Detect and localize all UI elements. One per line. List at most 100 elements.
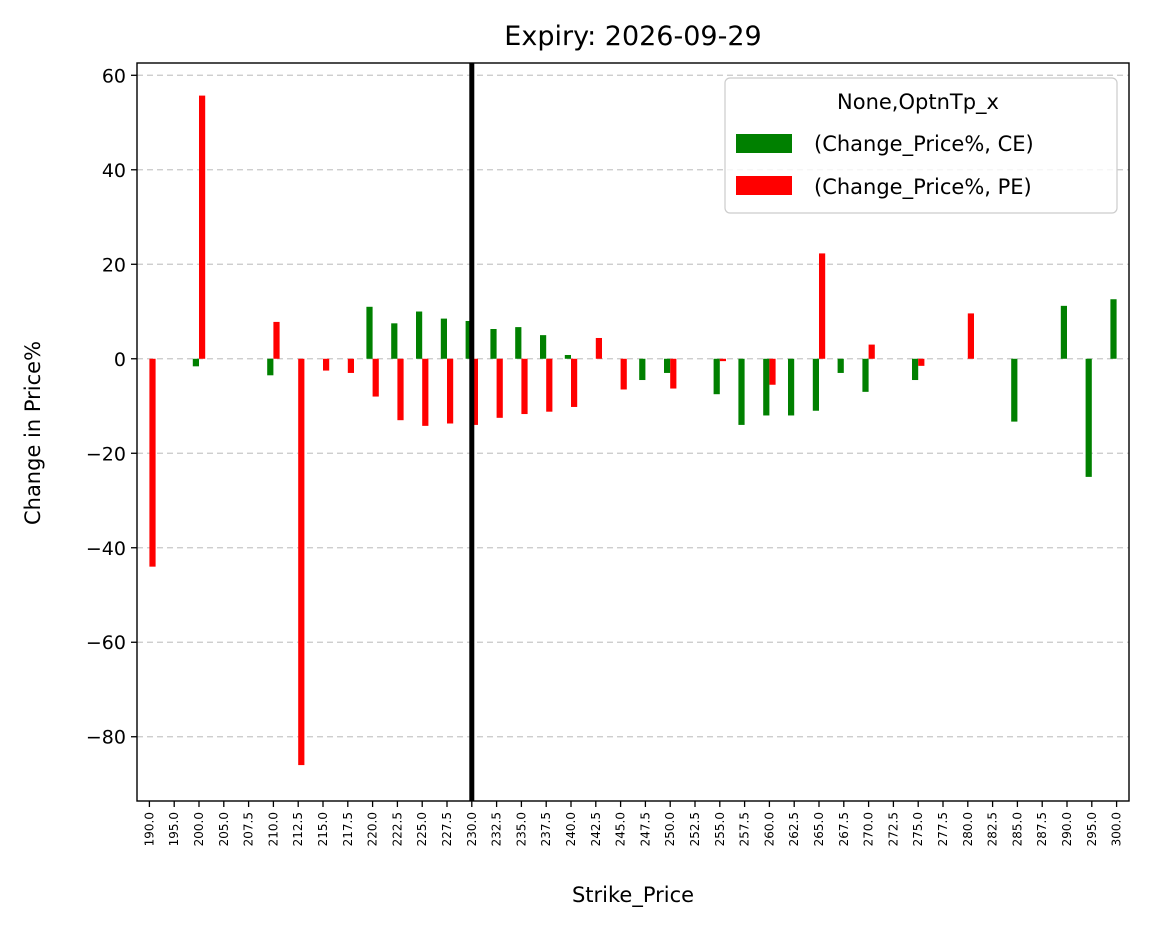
bar-pe [769, 358, 776, 385]
y-axis-label: Change in Price% [21, 341, 45, 525]
x-tick-label: 260.0 [762, 812, 776, 846]
x-tick-label: 287.5 [1035, 812, 1049, 846]
bar-pe [967, 313, 974, 359]
legend-label-ce: (Change_Price%, CE) [814, 132, 1034, 157]
x-tick-label: 200.0 [192, 812, 206, 846]
x-tick-label: 290.0 [1060, 812, 1074, 846]
bar-pe [447, 358, 454, 424]
bar-pe [719, 358, 726, 362]
x-tick-label: 255.0 [713, 812, 727, 846]
bar-ce [912, 358, 919, 381]
x-tick-label: 195.0 [167, 812, 181, 846]
x-tick-label: 232.5 [490, 812, 504, 846]
bar-ce [1085, 358, 1092, 477]
legend-label-pe: (Change_Price%, PE) [814, 175, 1032, 200]
x-tick-label: 247.5 [638, 812, 652, 846]
bar-ce [1060, 305, 1067, 359]
y-tick-label: −20 [86, 443, 126, 465]
bar-ce [862, 358, 869, 392]
legend-swatch-ce [736, 134, 792, 153]
x-tick-label: 267.5 [837, 812, 851, 846]
plot-frame [136, 62, 1130, 802]
bar-pe [323, 358, 330, 371]
y-tick-label: −80 [86, 727, 126, 749]
bar-pe [819, 253, 826, 359]
bar-pe [546, 358, 553, 412]
bar-ce [391, 323, 398, 359]
x-tick-label: 212.5 [291, 812, 305, 846]
x-tick-label: 242.5 [589, 812, 603, 846]
x-tick-label: 257.5 [738, 812, 752, 846]
bar-ce [416, 311, 423, 359]
x-tick-label: 277.5 [936, 812, 950, 846]
x-tick-label: 245.0 [614, 812, 628, 846]
x-tick-label: 270.0 [862, 812, 876, 846]
bar-ce [564, 354, 571, 359]
y-tick-label: −60 [86, 632, 126, 654]
y-tick-label: 20 [102, 254, 126, 276]
bar-pe [298, 358, 305, 766]
bar-ce [1011, 358, 1018, 422]
x-tick-label: 252.5 [688, 812, 702, 846]
bar-ce [192, 358, 199, 367]
bars [149, 95, 1117, 766]
bar-ce [664, 358, 671, 373]
bar-ce [366, 306, 373, 359]
x-tick-label: 207.5 [242, 812, 256, 846]
x-tick-label: 285.0 [1010, 812, 1024, 846]
bar-ce [440, 318, 447, 359]
x-tick-label: 295.0 [1085, 812, 1099, 846]
x-tick-label: 282.5 [986, 812, 1000, 846]
x-tick-label: 300.0 [1110, 812, 1124, 846]
x-tick-label: 227.5 [440, 812, 454, 846]
x-tick-label: 220.0 [366, 812, 380, 846]
legend-title: None,OptnTp_x [837, 90, 999, 115]
x-tick-label: 217.5 [341, 812, 355, 846]
bar-ce [713, 358, 720, 395]
bar-pe [199, 95, 206, 359]
bar-ce [812, 358, 819, 411]
bar-pe [422, 358, 429, 426]
y-axis: 60 40 20 0 −20 −40 −60 −80 [86, 65, 137, 749]
bar-ce [540, 335, 547, 359]
bar-ce [465, 320, 472, 359]
bar-ce [763, 358, 770, 416]
bar-ce [1110, 299, 1117, 359]
bar-ce [490, 329, 497, 359]
bar-pe [347, 358, 354, 373]
x-tick-label: 250.0 [663, 812, 677, 846]
legend: None,OptnTp_x (Change_Price%, CE) (Chang… [724, 77, 1118, 214]
bar-pe [571, 358, 578, 407]
chart-title: Expiry: 2026-09-29 [504, 21, 761, 52]
bar-pe [471, 358, 478, 425]
bar-ce [515, 327, 522, 359]
bar-pe [620, 358, 627, 390]
x-tick-label: 275.0 [911, 812, 925, 846]
y-tick-label: −40 [86, 538, 126, 560]
x-tick-label: 205.0 [217, 812, 231, 846]
bar-pe [670, 358, 677, 389]
bar-ce [738, 358, 745, 425]
bar-pe [372, 358, 379, 397]
x-tick-label: 262.5 [787, 812, 801, 846]
y-tick-label: 40 [102, 160, 126, 182]
x-tick-label: 265.0 [812, 812, 826, 846]
legend-box [724, 77, 1118, 214]
y-tick-label: 60 [102, 65, 126, 87]
bar-pe [595, 337, 602, 359]
bar-ce [788, 358, 795, 416]
x-tick-label: 222.5 [390, 812, 404, 846]
x-tick-label: 280.0 [961, 812, 975, 846]
x-tick-label: 237.5 [539, 812, 553, 846]
bar-pe [521, 358, 528, 415]
x-axis-label: Strike_Price [572, 883, 694, 908]
x-tick-label: 272.5 [886, 812, 900, 846]
bar-ce [837, 358, 844, 373]
x-tick-label: 235.0 [514, 812, 528, 846]
x-tick-label: 210.0 [266, 812, 280, 846]
x-axis: 190.0 195.0 200.0 205.0 207.5 210.0 212.5 215.0… [142, 801, 1124, 846]
bar-pe [496, 358, 503, 418]
bar-pe [273, 321, 280, 359]
bar-pe [149, 358, 156, 567]
x-tick-label: 240.0 [564, 812, 578, 846]
